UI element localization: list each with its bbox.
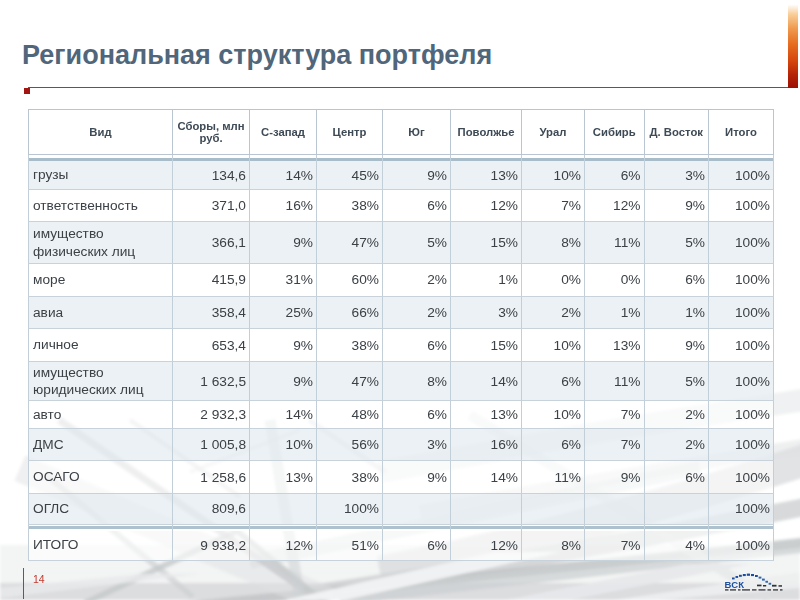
svg-text:ВСК: ВСК <box>725 579 745 590</box>
